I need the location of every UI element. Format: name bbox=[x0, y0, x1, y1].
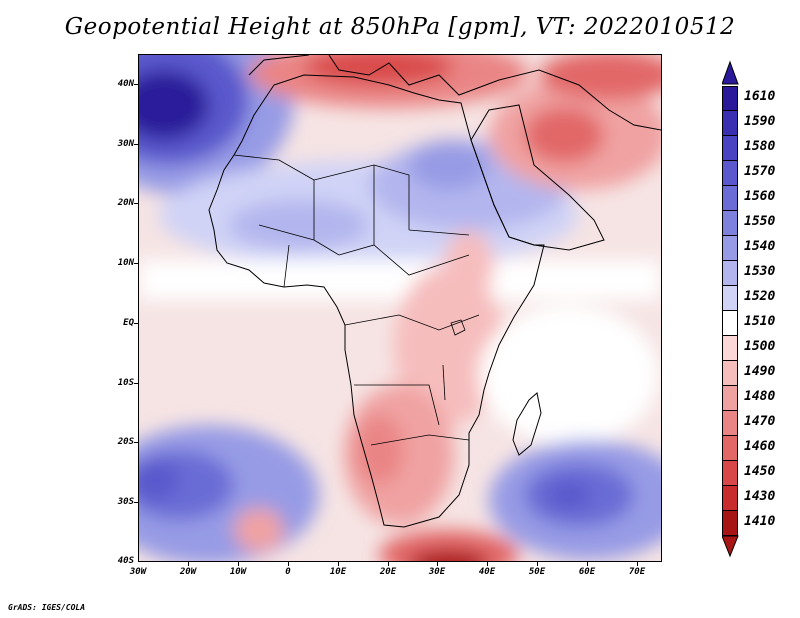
map-panel bbox=[138, 54, 662, 562]
lat-tick bbox=[134, 203, 138, 204]
colorbar-cell bbox=[722, 461, 738, 486]
lat-tick bbox=[134, 442, 138, 443]
lon-tick bbox=[587, 562, 588, 566]
colorbar-label: 1470 bbox=[744, 414, 776, 429]
colorbar-top-triangle bbox=[722, 60, 739, 85]
lon-label-0: 0 bbox=[285, 567, 291, 577]
lat-label-40s: 40S bbox=[117, 556, 134, 566]
lon-tick bbox=[238, 562, 239, 566]
lat-tick bbox=[134, 502, 138, 503]
lon-label-50e: 50E bbox=[528, 567, 546, 577]
lon-label-10w: 10W bbox=[229, 567, 247, 577]
lat-tick bbox=[134, 144, 138, 145]
colorbar-label: 1610 bbox=[744, 89, 776, 104]
colorbar-label: 1530 bbox=[744, 264, 776, 279]
colorbar-label: 1540 bbox=[744, 239, 776, 254]
colorbar-label: 1550 bbox=[744, 214, 776, 229]
colorbar-cell bbox=[722, 336, 738, 361]
lon-label-10e: 10E bbox=[329, 567, 347, 577]
colorbar-cell bbox=[722, 261, 738, 286]
colorbar-label: 1500 bbox=[744, 339, 776, 354]
colorbar-label: 1410 bbox=[744, 514, 776, 529]
chart-title: Geopotential Height at 850hPa [gpm], VT:… bbox=[64, 14, 736, 40]
colorbar-cell bbox=[722, 511, 738, 536]
lat-label-eq: EQ bbox=[123, 318, 134, 328]
country-borders bbox=[233, 154, 480, 446]
lon-label-20e: 20E bbox=[379, 567, 397, 577]
colorbar-label: 1450 bbox=[744, 464, 776, 479]
colorbar-cell bbox=[722, 436, 738, 461]
lon-tick bbox=[437, 562, 438, 566]
colorbar-cell bbox=[722, 136, 738, 161]
colorbar-cell bbox=[722, 211, 738, 236]
colorbar-cell bbox=[722, 236, 738, 261]
arabia-coastline bbox=[470, 104, 605, 251]
lat-label-30s: 30S bbox=[117, 497, 134, 507]
colorbar-cell bbox=[722, 86, 738, 111]
lat-label-30n: 30N bbox=[117, 139, 134, 149]
colorbar-label: 1560 bbox=[744, 189, 776, 204]
lon-label-40e: 40E bbox=[478, 567, 496, 577]
lon-tick bbox=[388, 562, 389, 566]
lat-tick bbox=[134, 383, 138, 384]
lon-tick bbox=[338, 562, 339, 566]
lon-label-60e: 60E bbox=[578, 567, 596, 577]
colorbar-cell bbox=[722, 386, 738, 411]
colorbar-label: 1460 bbox=[744, 439, 776, 454]
colorbar-cell bbox=[722, 161, 738, 186]
colorbar-label: 1480 bbox=[744, 389, 776, 404]
lat-label-20n: 20N bbox=[117, 198, 134, 208]
colorbar-end-caps bbox=[722, 60, 739, 558]
lon-tick bbox=[487, 562, 488, 566]
colorbar-label: 1510 bbox=[744, 314, 776, 329]
lon-label-20w: 20W bbox=[179, 567, 197, 577]
lat-tick bbox=[134, 323, 138, 324]
colorbar-cell bbox=[722, 311, 738, 336]
lat-tick bbox=[134, 84, 138, 85]
europe-coastline bbox=[248, 55, 661, 131]
geopotential-field bbox=[139, 55, 661, 561]
colorbar-cell bbox=[722, 111, 738, 136]
lat-tick bbox=[134, 263, 138, 264]
colorbar-label: 1430 bbox=[744, 489, 776, 504]
colorbar-cell bbox=[722, 411, 738, 436]
colorbar-label: 1490 bbox=[744, 364, 776, 379]
lon-label-70e: 70E bbox=[628, 567, 646, 577]
lon-label-30w: 30W bbox=[129, 567, 147, 577]
colorbar-label: 1570 bbox=[744, 164, 776, 179]
grads-credit: GrADS: IGES/COLA bbox=[8, 603, 86, 612]
lat-label-20s: 20S bbox=[117, 437, 134, 447]
lon-tick bbox=[188, 562, 189, 566]
colorbar-cell bbox=[722, 361, 738, 386]
lat-label-40n: 40N bbox=[117, 79, 134, 89]
lat-label-10s: 10S bbox=[117, 378, 134, 388]
madagascar-coastline bbox=[512, 392, 542, 456]
lake-malawi bbox=[442, 364, 446, 401]
colorbar-label: 1590 bbox=[744, 114, 776, 129]
colorbar-cell bbox=[722, 486, 738, 511]
lon-tick bbox=[637, 562, 638, 566]
colorbar-label: 1580 bbox=[744, 139, 776, 154]
lon-tick bbox=[288, 562, 289, 566]
colorbar-cell bbox=[722, 286, 738, 311]
colorbar-bottom-triangle bbox=[722, 535, 739, 558]
lat-label-10n: 10N bbox=[117, 258, 134, 268]
lon-label-30e: 30E bbox=[428, 567, 446, 577]
lon-tick bbox=[537, 562, 538, 566]
lake-victoria bbox=[450, 319, 466, 336]
colorbar-label: 1520 bbox=[744, 289, 776, 304]
colorbar-cell bbox=[722, 186, 738, 211]
